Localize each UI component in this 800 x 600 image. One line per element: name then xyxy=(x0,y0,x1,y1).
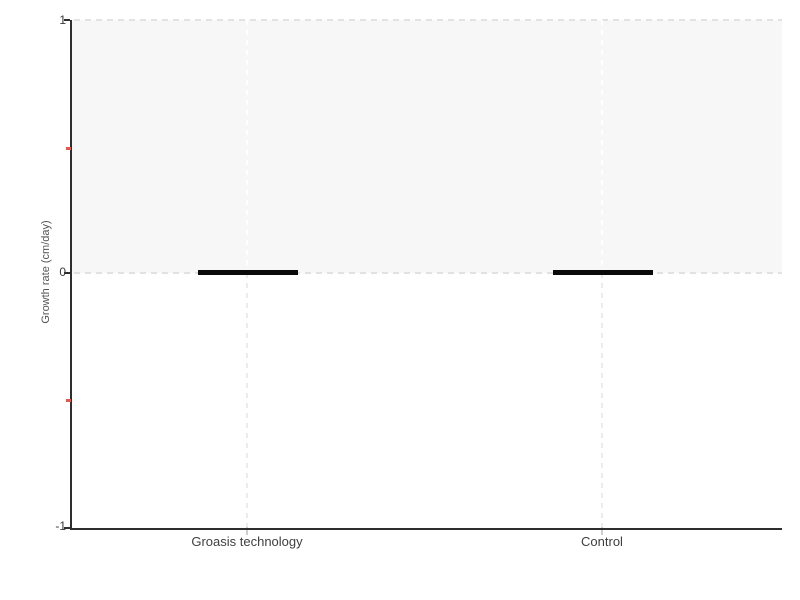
y-minor-tick-neg-0-5 xyxy=(66,399,71,402)
gridline-category-2-lower xyxy=(601,273,603,528)
y-axis-title: Growth rate (cm/day) xyxy=(40,220,52,324)
x-category-label-control: Control xyxy=(581,534,623,549)
y-tick-mark-neg1 xyxy=(64,527,70,529)
gridline-category-1-lower xyxy=(246,273,248,528)
shaded-band xyxy=(72,20,782,273)
bar-control xyxy=(553,270,653,275)
x-tick-category-1 xyxy=(246,527,248,535)
y-tick-mark-0 xyxy=(64,272,70,274)
x-axis-line xyxy=(70,528,782,530)
gridline-y1 xyxy=(74,19,782,21)
gridline-category-2-upper xyxy=(601,20,603,272)
y-tick-label-neg1: -1 xyxy=(55,519,66,533)
y-minor-tick-0-5 xyxy=(66,147,71,150)
x-tick-category-2 xyxy=(601,527,603,535)
y-tick-mark-1 xyxy=(64,19,70,21)
gridline-y0 xyxy=(74,272,782,274)
y-tick-label-0: 0 xyxy=(59,265,66,279)
bar-groasis-technology xyxy=(198,270,298,275)
gridline-category-1-upper xyxy=(246,20,248,272)
y-tick-label-1: 1 xyxy=(59,13,66,27)
y-axis-line xyxy=(70,20,72,530)
x-category-label-groasis: Groasis technology xyxy=(191,534,303,549)
